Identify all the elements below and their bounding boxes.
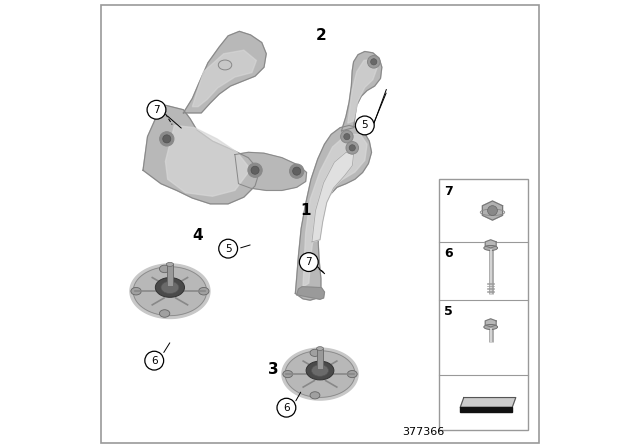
Ellipse shape — [161, 281, 179, 293]
Polygon shape — [483, 201, 502, 220]
Polygon shape — [296, 125, 371, 300]
Ellipse shape — [484, 246, 497, 250]
Polygon shape — [460, 397, 516, 407]
Polygon shape — [143, 105, 260, 204]
Text: 377366: 377366 — [402, 427, 444, 437]
Circle shape — [488, 206, 497, 215]
Circle shape — [355, 116, 374, 135]
Polygon shape — [348, 59, 378, 123]
Polygon shape — [285, 351, 355, 397]
Circle shape — [251, 166, 259, 174]
Circle shape — [147, 100, 166, 119]
Ellipse shape — [317, 347, 323, 350]
Polygon shape — [282, 348, 358, 400]
Circle shape — [248, 163, 262, 177]
Ellipse shape — [306, 361, 334, 380]
Circle shape — [367, 56, 380, 68]
Text: 3: 3 — [269, 362, 279, 377]
Ellipse shape — [198, 288, 209, 295]
Bar — [167, 264, 173, 285]
Circle shape — [163, 135, 171, 143]
Text: 6: 6 — [283, 403, 290, 413]
Text: 6: 6 — [444, 247, 452, 260]
Circle shape — [344, 134, 350, 140]
Text: 5: 5 — [362, 121, 368, 130]
Text: 7: 7 — [444, 185, 453, 198]
Circle shape — [277, 398, 296, 417]
Bar — [317, 349, 323, 369]
Circle shape — [159, 132, 174, 146]
Ellipse shape — [310, 392, 320, 399]
Ellipse shape — [218, 60, 232, 70]
Polygon shape — [342, 52, 382, 131]
Text: 1: 1 — [300, 203, 310, 218]
Polygon shape — [460, 407, 512, 412]
Ellipse shape — [159, 265, 170, 273]
Text: 7: 7 — [153, 105, 160, 115]
Polygon shape — [297, 287, 324, 299]
Bar — [439, 179, 529, 430]
Text: 7: 7 — [305, 257, 312, 267]
Polygon shape — [485, 319, 496, 327]
Circle shape — [340, 130, 353, 143]
Polygon shape — [183, 31, 266, 113]
Circle shape — [346, 142, 358, 154]
Ellipse shape — [310, 349, 320, 357]
Circle shape — [219, 239, 237, 258]
Ellipse shape — [484, 324, 497, 330]
Ellipse shape — [166, 263, 173, 267]
Ellipse shape — [159, 310, 170, 317]
Polygon shape — [165, 125, 250, 196]
Polygon shape — [312, 152, 353, 242]
Text: 2: 2 — [316, 28, 326, 43]
Ellipse shape — [131, 288, 141, 295]
Polygon shape — [235, 152, 307, 190]
Ellipse shape — [312, 365, 328, 376]
Text: 5: 5 — [444, 305, 453, 318]
Ellipse shape — [156, 278, 184, 297]
Polygon shape — [303, 134, 367, 287]
Ellipse shape — [348, 370, 357, 378]
Circle shape — [300, 253, 318, 271]
Circle shape — [289, 164, 304, 178]
Polygon shape — [130, 264, 210, 319]
Circle shape — [349, 145, 355, 151]
Text: 4: 4 — [192, 228, 203, 243]
Ellipse shape — [283, 370, 292, 378]
Circle shape — [292, 167, 301, 175]
Circle shape — [371, 59, 377, 65]
Circle shape — [145, 351, 164, 370]
Text: 5: 5 — [225, 244, 232, 254]
Polygon shape — [192, 50, 257, 107]
Polygon shape — [485, 240, 496, 248]
Polygon shape — [133, 267, 207, 316]
Text: 6: 6 — [151, 356, 157, 366]
